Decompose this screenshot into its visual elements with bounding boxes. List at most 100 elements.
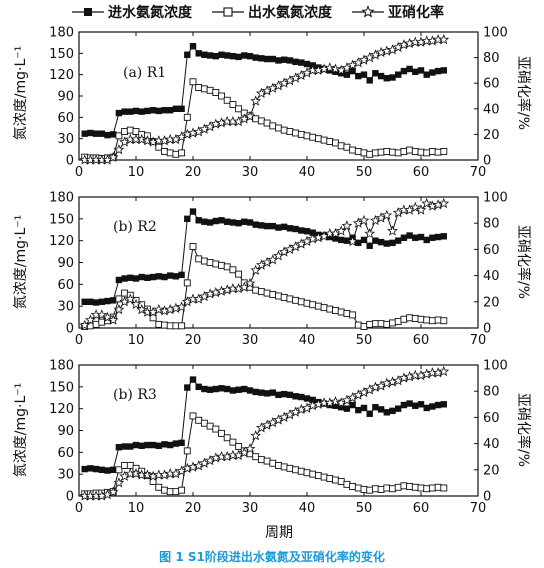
- data-point: [189, 208, 197, 215]
- data-point: [235, 105, 243, 113]
- data-point: [303, 299, 311, 307]
- data-point: [337, 142, 345, 150]
- data-point: [434, 67, 442, 75]
- data-point: [292, 58, 299, 66]
- data-point: [172, 440, 180, 447]
- data-point: [280, 463, 288, 471]
- y2-tick-label: 20: [483, 463, 500, 478]
- x-tick-label: 20: [185, 501, 202, 516]
- data-point: [281, 56, 288, 63]
- data-point: [141, 469, 153, 480]
- data-point: [406, 314, 414, 322]
- data-point: [383, 148, 391, 155]
- data-point: [252, 115, 260, 123]
- data-point: [360, 149, 368, 157]
- data-point: [178, 322, 186, 330]
- data-point: [110, 297, 117, 304]
- data-point: [212, 52, 219, 60]
- data-point: [189, 243, 197, 250]
- data-point: [229, 387, 237, 394]
- data-point: [309, 301, 317, 309]
- y2-tick-label: 20: [483, 128, 500, 143]
- data-point: [155, 107, 162, 115]
- data-point: [183, 447, 191, 455]
- data-point: [389, 74, 396, 81]
- data-point: [130, 468, 142, 479]
- data-point: [303, 228, 311, 235]
- data-point: [366, 486, 374, 494]
- data-point: [326, 67, 333, 74]
- series-filled-square: [81, 376, 447, 474]
- data-point: [244, 443, 256, 454]
- data-point: [218, 261, 225, 269]
- data-point: [115, 109, 123, 117]
- data-point: [263, 457, 271, 465]
- data-point: [406, 65, 413, 73]
- data-point: [115, 444, 123, 451]
- data-point: [286, 225, 294, 232]
- data-point: [212, 385, 219, 393]
- data-point: [263, 390, 271, 397]
- data-point: [212, 425, 220, 433]
- data-point: [423, 316, 431, 324]
- data-point: [167, 272, 174, 279]
- data-point: [355, 406, 362, 414]
- data-point: [429, 234, 436, 241]
- data-point: [326, 233, 333, 241]
- data-point: [275, 391, 282, 399]
- data-point: [366, 150, 374, 158]
- data-point: [178, 439, 185, 447]
- x-tick-label: 70: [470, 333, 487, 348]
- data-point: [178, 486, 186, 494]
- data-point: [115, 466, 123, 474]
- y-tick-label: 180: [49, 26, 74, 41]
- data-point: [81, 298, 88, 305]
- data-point: [161, 107, 168, 114]
- data-point: [292, 296, 300, 304]
- data-point: [263, 55, 271, 63]
- data-point: [440, 484, 448, 492]
- data-point: [381, 209, 393, 220]
- data-point: [343, 309, 351, 317]
- data-point: [292, 129, 300, 137]
- data-point: [121, 443, 128, 450]
- data-point: [394, 318, 402, 325]
- data-point: [223, 263, 231, 271]
- data-point: [298, 393, 305, 401]
- data-point: [438, 365, 450, 377]
- data-point: [113, 477, 125, 488]
- data-point: [155, 483, 163, 491]
- caption-fig-number: 图 1: [159, 550, 184, 564]
- data-point: [104, 297, 111, 305]
- data-point: [438, 197, 450, 209]
- data-point: [326, 305, 334, 313]
- data-point: [303, 469, 311, 477]
- data-point: [229, 438, 237, 446]
- legend-influent-marker: [84, 8, 92, 16]
- data-point: [377, 148, 385, 156]
- data-point: [371, 485, 379, 493]
- data-point: [354, 148, 362, 155]
- y-tick-label: 180: [49, 359, 74, 374]
- y-tick-label: 120: [49, 68, 74, 83]
- data-point: [235, 270, 243, 278]
- y2-tick-label: 40: [483, 437, 500, 452]
- x-tick-label: 0: [75, 501, 83, 516]
- series-open-star: [79, 33, 450, 165]
- data-point: [121, 128, 129, 136]
- data-point: [412, 234, 419, 241]
- data-point: [87, 298, 94, 305]
- data-point: [257, 117, 265, 125]
- data-point: [257, 288, 265, 296]
- data-point: [102, 311, 113, 323]
- data-point: [132, 107, 140, 115]
- data-point: [417, 233, 425, 241]
- data-point: [224, 218, 231, 225]
- data-point: [218, 385, 225, 392]
- data-point: [136, 303, 148, 315]
- series-filled-square: [81, 43, 447, 139]
- data-point: [172, 322, 180, 330]
- data-point: [206, 259, 214, 266]
- y2-tick-label: 100: [483, 191, 508, 206]
- data-point: [343, 480, 351, 488]
